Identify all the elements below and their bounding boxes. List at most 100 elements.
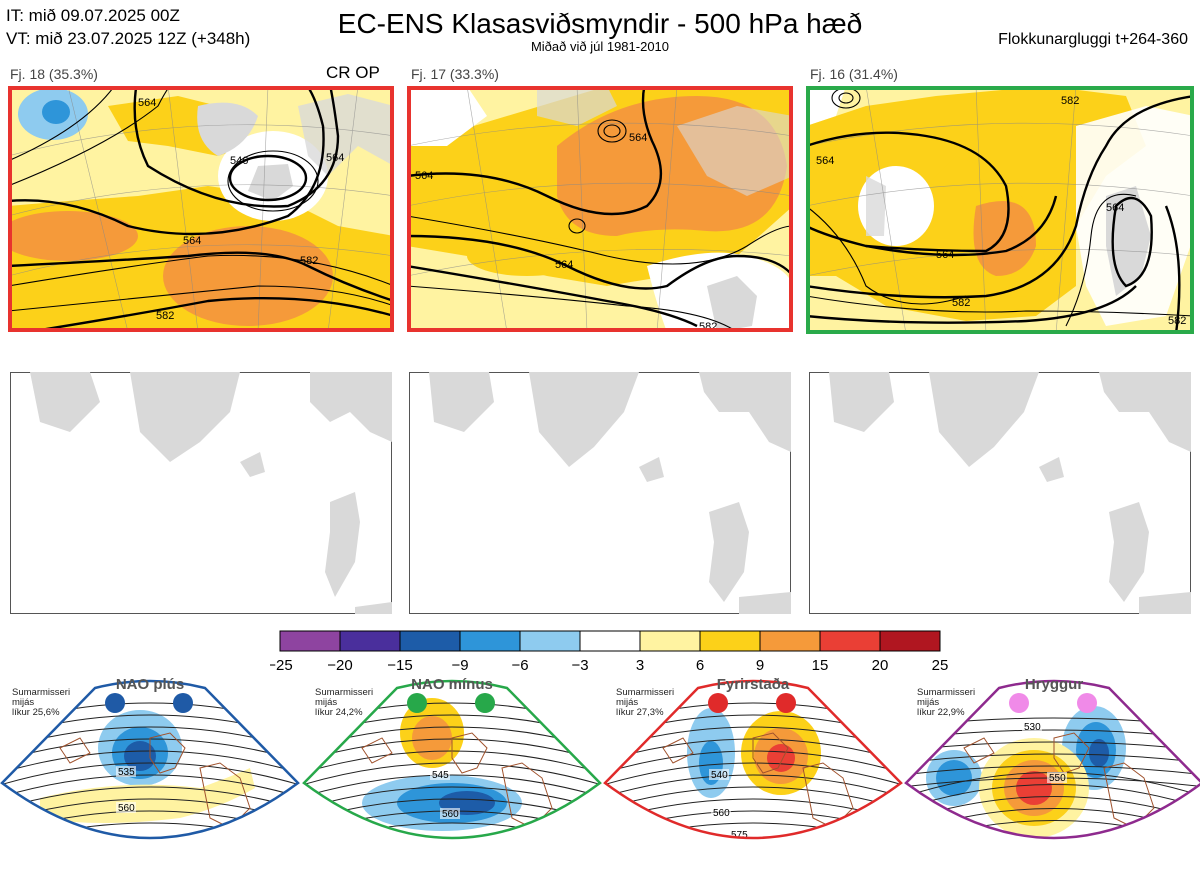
cluster-3-label: Fj. 16 (31.4%): [810, 66, 898, 82]
anomaly-shading: [1016, 771, 1052, 805]
cluster-map-2: 564 564 564 582: [407, 86, 793, 332]
regime-indicator-dot: [407, 693, 427, 713]
colorbar-swatch: [759, 630, 821, 652]
regime-indicator-dot: [475, 693, 495, 713]
header-dates: IT: mið 09.07.2025 00Z VT: mið 23.07.202…: [6, 4, 250, 50]
regime-contour-label: 545: [432, 770, 449, 781]
colorbar-swatch: [339, 630, 401, 652]
height-contour: [605, 774, 901, 801]
colorbar-tick-label: 9: [756, 657, 764, 674]
regime-note-line: mijás: [616, 697, 639, 708]
classification-window: Flokkunargluggi t+264-360: [998, 31, 1188, 48]
regime-note-line: líkur 27,3%: [616, 707, 664, 718]
regime-outline: [302, 679, 602, 840]
regime-note-line: Sumarmisseri: [917, 687, 976, 698]
cluster-2-label: Fj. 17 (33.3%): [411, 66, 499, 82]
colorbar-swatch: [279, 630, 341, 652]
colorbar-tick-label: −20: [327, 657, 352, 674]
colorbar-tick-label: −3: [571, 657, 588, 674]
colorbar-tick-label: 6: [696, 657, 704, 674]
cluster-1-tag: CR OP: [326, 63, 380, 82]
regime-note-line: mijás: [315, 697, 338, 708]
cluster-3-contour-label: 582: [1168, 315, 1186, 327]
colorbar-tick-label: 20: [872, 657, 889, 674]
cluster-3-contour-label: 582: [1061, 95, 1079, 107]
regime-panel: 530 550 575 Hryggur Sumarmisseri mijás líkur 2…: [904, 676, 1200, 871]
regime-contour-label: 560: [118, 803, 135, 814]
valid-time: VT: mið 23.07.2025 12Z (+348h): [6, 29, 251, 48]
cluster-1-contour-label: 564: [138, 97, 156, 109]
cluster-3-contour-label: 582: [952, 297, 970, 309]
regime-note: Sumarmisseri mijás líkur 24,2%: [315, 688, 373, 718]
regime-note: Sumarmisseri mijás líkur 27,3%: [616, 688, 674, 718]
cluster-2-contour-label: 564: [629, 132, 647, 144]
cluster-3-contour-label: 564: [936, 249, 954, 261]
regime-note-line: Sumarmisseri: [616, 687, 675, 698]
regime-contour-label: 530: [1024, 722, 1041, 733]
cluster-2-border: [407, 86, 793, 332]
colorbar-swatch: [579, 630, 641, 652]
anomaly-shading: [1089, 739, 1109, 767]
height-contour: [304, 786, 600, 813]
colorbar-tick-label: −15: [387, 657, 412, 674]
page-subtitle: Miðað við júl 1981-2010: [530, 39, 670, 54]
regime-outline: [603, 679, 903, 840]
regime-outline: [904, 679, 1200, 840]
cluster-1-contour-label: 582: [156, 310, 174, 322]
colorbar: −25 −20 −15 −9 −6 −3 3 6 9 15 20 25: [270, 630, 949, 674]
regime-title: NAO mínus: [411, 676, 493, 693]
blank-map-1: [10, 372, 392, 614]
regime-note-line: Sumarmisseri: [315, 687, 374, 698]
cluster-1-contour-label: 564: [326, 152, 344, 164]
cluster-1-contour-label: 582: [300, 255, 318, 267]
colorbar-tick-label: −25: [270, 657, 293, 674]
page-title: EC-ENS Klasasviðsmyndir - 500 hPa hæð: [337, 8, 863, 39]
regime-contour-label: 575: [447, 848, 464, 859]
cluster-3-contour-label: 564: [816, 155, 834, 167]
colorbar-swatch: [819, 630, 881, 652]
regime-title: NAO plús: [115, 676, 185, 693]
colorbar-swatch: [459, 630, 521, 652]
regime-contour-label: 575: [731, 830, 748, 841]
cluster-2-contour-label: 582: [699, 321, 717, 332]
cluster-2-contour-label: 564: [415, 170, 433, 182]
colorbar-swatch: [879, 630, 941, 652]
colorbar-swatch: [399, 630, 461, 652]
anomaly-shading: [1013, 850, 1045, 862]
height-contour: [2, 762, 298, 789]
regime-title: Hryggur: [1024, 676, 1084, 693]
colorbar-tick-label: −6: [511, 657, 528, 674]
blank-map-2: [409, 372, 791, 614]
cluster-3-contour-label: 564: [1106, 202, 1124, 214]
colorbar-tick-label: 25: [932, 657, 949, 674]
regime-panel: 535 560 NAO plús Sumarmisseri mijás líkur 25,…: [0, 676, 300, 871]
height-contour: [906, 765, 1200, 777]
colorbar-tick-label: 3: [636, 657, 644, 674]
regime-note-line: líkur 22,9%: [917, 707, 965, 718]
regime-indicator-dot: [708, 693, 728, 713]
regime-note-line: líkur 25,6%: [12, 707, 60, 718]
cluster-2-contour-label: 564: [555, 259, 573, 271]
cluster-1-contour-label: 564: [183, 235, 201, 247]
regime-map: 545 560 575: [302, 679, 602, 859]
height-contour: [2, 786, 298, 813]
cluster-1-label: Fj. 18 (35.3%): [10, 66, 98, 82]
colorbar-swatch: [699, 630, 761, 652]
height-contour: [605, 762, 901, 789]
cluster-3-border: [806, 86, 1194, 334]
height-contour: [304, 762, 600, 789]
anomaly-shading: [412, 716, 452, 760]
regime-panel: 545 560 575 NAO mínus Sumarmisseri mijás líkur…: [302, 676, 602, 871]
regime-note-line: líkur 24,2%: [315, 707, 363, 718]
cluster-1-contour-label: 546: [230, 155, 248, 167]
init-time: IT: mið 09.07.2025 00Z: [6, 6, 180, 25]
regime-note-line: Sumarmisseri: [12, 687, 71, 698]
colorbar-tick-label: −9: [451, 657, 468, 674]
height-contour: [304, 774, 600, 801]
regime-map: 530 550 575: [904, 679, 1200, 862]
colorbar-swatch: [639, 630, 701, 652]
regime-note: Sumarmisseri mijás líkur 22,9%: [917, 688, 975, 718]
anomaly-shading: [40, 768, 255, 823]
regime-indicator-dot: [1077, 693, 1097, 713]
